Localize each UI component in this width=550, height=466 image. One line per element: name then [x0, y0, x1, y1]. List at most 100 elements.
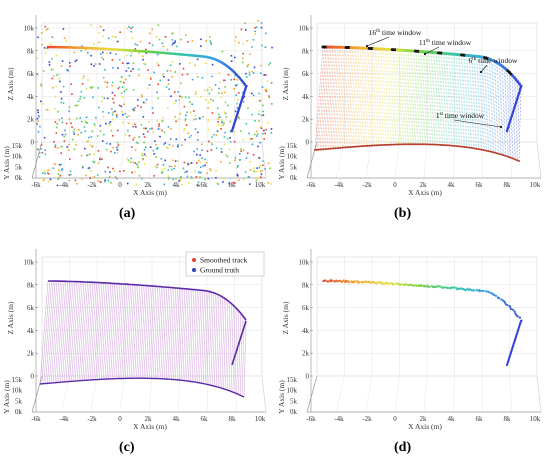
x-tick-label: -6k [31, 415, 41, 423]
drop-line [54, 281, 63, 383]
ground-track-point [358, 145, 361, 148]
track-point [512, 308, 515, 311]
noise-point [102, 110, 104, 113]
drop-line [241, 317, 245, 397]
drop-line [494, 63, 499, 153]
drop-line [89, 282, 97, 381]
drop-line [440, 53, 446, 145]
noise-point [235, 94, 238, 97]
noise-point [260, 26, 263, 29]
noise-point [197, 139, 199, 141]
noise-point [116, 152, 119, 154]
noise-point [122, 113, 124, 116]
noise-point [47, 169, 50, 171]
noise-point [261, 86, 264, 88]
noise-point [115, 146, 118, 149]
z-tick-label: 4k [27, 327, 35, 335]
z-tick-label: 2k [27, 116, 35, 124]
noise-point [93, 161, 96, 164]
noise-point [134, 149, 137, 151]
noise-point [111, 81, 114, 84]
drop-line [186, 289, 191, 381]
ground-track-point [341, 146, 344, 149]
x-tick-label: -4k [334, 181, 344, 189]
noise-point [104, 170, 106, 173]
x-tick-label: -4k [59, 181, 69, 189]
noise-point [162, 120, 165, 123]
noise-point [270, 128, 273, 130]
drop-line [227, 302, 231, 391]
drop-line [352, 47, 360, 147]
drop-line [435, 53, 441, 145]
noise-point [230, 78, 232, 81]
noise-point [175, 99, 177, 102]
drop-line [404, 50, 411, 145]
noise-point [229, 131, 232, 133]
noise-point [271, 103, 273, 105]
noise-point [73, 133, 76, 135]
noise-point [137, 99, 139, 101]
noise-point [190, 177, 193, 180]
noise-point [40, 83, 42, 86]
noise-point [211, 143, 213, 146]
noise-point [129, 161, 132, 163]
drop-line [141, 285, 148, 379]
noise-point [56, 74, 58, 76]
drop-line [151, 286, 157, 379]
drop-line [353, 47, 362, 147]
track-point [450, 286, 454, 289]
ground-track-point [431, 143, 434, 146]
noise-point [128, 115, 131, 117]
ground-track-point [504, 154, 507, 157]
ground-track-point [460, 145, 463, 148]
noise-point [38, 152, 41, 154]
noise-point [125, 88, 128, 91]
legend-box [185, 251, 265, 277]
noise-point [106, 97, 109, 100]
ground-track-point [518, 160, 520, 163]
noise-point [258, 113, 260, 116]
track-point [516, 80, 520, 84]
noise-point [126, 27, 129, 30]
noise-point [189, 111, 192, 114]
noise-point [245, 29, 247, 31]
noise-point [177, 144, 180, 146]
drop-line [225, 300, 229, 390]
noise-point [227, 104, 229, 107]
annotation-arrowhead [479, 70, 483, 74]
noise-point [262, 114, 265, 116]
noise-point [197, 181, 200, 184]
noise-point [81, 165, 84, 168]
noise-point [262, 160, 264, 162]
drop-line [462, 55, 467, 147]
noise-point [93, 123, 96, 125]
track-point [466, 287, 469, 290]
noise-point [68, 110, 70, 113]
noise-point [265, 88, 268, 90]
noise-point [44, 52, 47, 54]
noise-point [64, 129, 66, 132]
noise-point [184, 114, 187, 117]
drop-line [171, 287, 177, 380]
x-tick-label: 4k [173, 415, 181, 423]
noise-point [270, 132, 273, 134]
noise-point [254, 30, 256, 33]
noise-point [220, 128, 222, 130]
noise-point [111, 108, 113, 110]
x-tick-label: 10k [255, 181, 266, 189]
noise-point [195, 118, 197, 120]
z-axis-title: Z Axis (m) [6, 67, 15, 100]
noise-point [229, 120, 232, 123]
noise-point [89, 153, 91, 156]
noise-point [200, 45, 202, 47]
noise-point [36, 122, 39, 125]
noise-point [254, 26, 256, 29]
noise-point [241, 61, 244, 64]
noise-point [82, 77, 84, 80]
drop-line [331, 47, 340, 149]
noise-point [169, 70, 172, 72]
noise-point [156, 163, 159, 166]
ground-track-point [337, 146, 340, 149]
noise-point [113, 101, 115, 104]
noise-point [74, 60, 77, 63]
